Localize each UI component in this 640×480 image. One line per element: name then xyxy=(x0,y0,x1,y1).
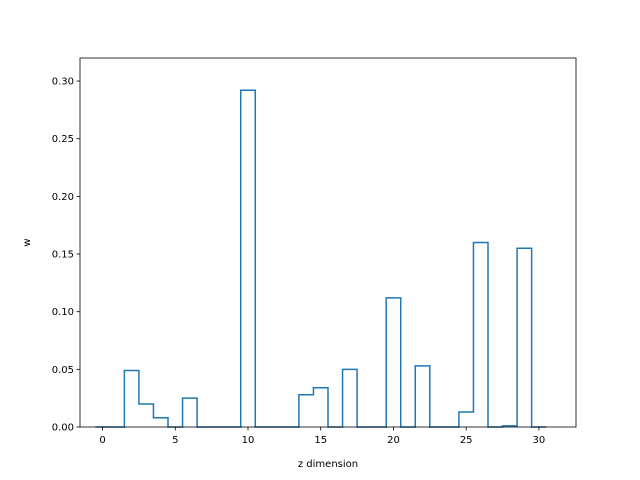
x-tick-label: 30 xyxy=(533,435,546,446)
x-tick-label: 25 xyxy=(460,435,473,446)
x-tick-label: 5 xyxy=(172,435,178,446)
y-tick-label: 0.20 xyxy=(52,192,74,203)
x-tick-label: 0 xyxy=(99,435,105,446)
y-tick-label: 0.25 xyxy=(52,134,74,145)
x-tick-label: 10 xyxy=(242,435,255,446)
x-tick-label: 15 xyxy=(314,435,327,446)
y-tick-label: 0.15 xyxy=(52,250,74,261)
axes-frame xyxy=(79,57,577,428)
y-tick-label: 0.10 xyxy=(52,307,74,318)
y-tick-label: 0.00 xyxy=(52,423,74,434)
y-tick-label: 0.30 xyxy=(52,77,74,88)
y-axis-label: w xyxy=(22,238,33,246)
axes: 0 5 10 15 20 25 30 0.00 0.05 0.10 0.15 0.20 0.25 0.30 xyxy=(52,57,577,446)
x-axis-label: z dimension xyxy=(298,459,358,470)
x-tick-label: 20 xyxy=(387,435,400,446)
y-tick-label: 0.05 xyxy=(52,365,74,376)
